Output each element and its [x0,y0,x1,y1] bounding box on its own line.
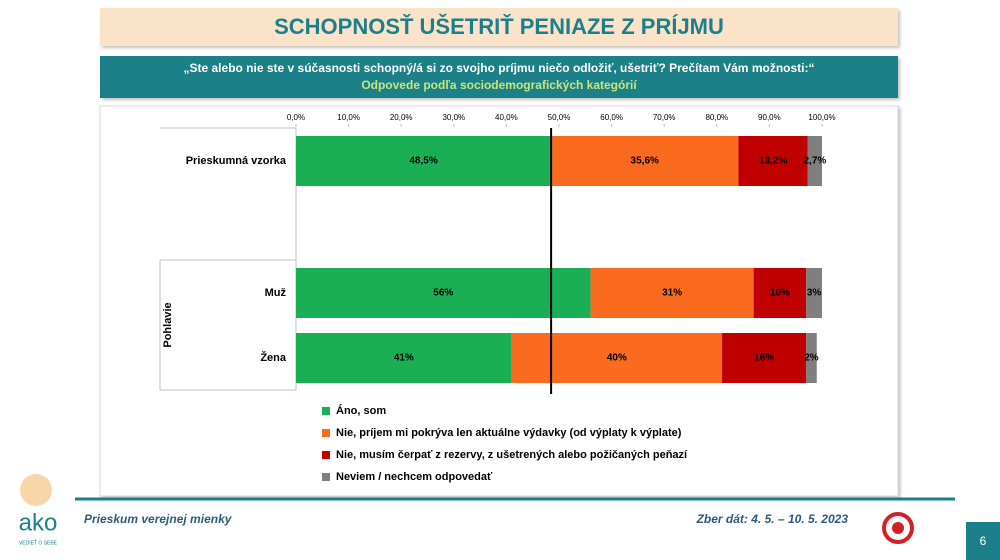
page-box [966,522,1000,560]
legend-swatch [322,473,330,481]
brand-mark [882,512,914,544]
bar-segment [722,333,807,383]
bar-segment [738,136,808,186]
x-tick-label: 0,0% [287,113,305,122]
data-label: 13,2% [759,156,787,167]
logo-icon [20,474,52,506]
category-label: Žena [260,351,287,364]
x-tick-label: 90,0% [758,113,781,122]
legend-label: Áno, som [336,404,386,417]
group-label: Pohlavie [162,302,174,347]
logo: ako VEDIEŤ O SEBE [19,474,58,546]
bar-segment [296,268,591,318]
subtitle: Odpovede podľa sociodemografických kateg… [361,78,637,92]
data-label: 16% [754,353,774,364]
legend-label: Neviem / nechcem odpovedať [336,471,493,483]
bar-segment [296,333,512,383]
data-label: 10% [770,288,790,299]
legend-swatch [322,429,330,437]
question-banner [100,56,898,98]
data-label: 31% [662,288,682,299]
data-label: 2% [804,353,819,364]
x-tick-label: 70,0% [653,113,676,122]
bar-segment [806,268,822,318]
brand-dot [892,522,904,534]
bar-segment [511,333,723,383]
data-label: 41% [394,353,414,364]
legend-swatch [322,451,330,459]
bar-segment [590,268,754,318]
bar-segment [807,136,822,186]
category-label: Muž [265,287,287,299]
bar-segment [296,136,552,186]
x-tick-label: 100,0% [808,113,835,122]
x-tick-label: 80,0% [705,113,728,122]
footer-left: Prieskum verejnej mienky [84,512,233,526]
logo-text: ako [19,509,58,536]
x-tick-label: 50,0% [548,113,571,122]
footer-right: Zber dát: 4. 5. – 10. 5. 2023 [696,512,849,526]
data-label: 56% [433,288,453,299]
logo-tagline: VEDIEŤ O SEBE [19,538,58,546]
title-banner [100,8,898,46]
slide-title: SCHOPNOSŤ UŠETRIŤ PENIAZE Z PRÍJMU [274,14,724,39]
x-tick-label: 60,0% [600,113,623,122]
x-tick-label: 20,0% [390,113,413,122]
data-label: 35,6% [631,156,659,167]
data-label: 3% [807,288,822,299]
x-tick-label: 30,0% [442,113,465,122]
data-label: 2,7% [804,156,827,167]
bar-segment [806,333,817,383]
question: „Ste alebo nie ste v súčasnosti schopný/… [184,61,815,75]
page-number: 6 [980,534,987,548]
legend-swatch [322,407,330,415]
brand-circle [882,512,914,544]
data-label: 48,5% [409,156,437,167]
legend-label: Nie, musím čerpať z rezervy, z ušetrenýc… [336,449,688,461]
bar-segment [551,136,739,186]
category-label: Prieskumná vzorka [186,155,287,167]
data-label: 40% [607,353,627,364]
bar-segment [753,268,807,318]
x-tick-label: 40,0% [495,113,518,122]
x-tick-label: 10,0% [337,113,360,122]
legend-label: Nie, príjem mi pokrýva len aktuálne výda… [336,427,682,439]
